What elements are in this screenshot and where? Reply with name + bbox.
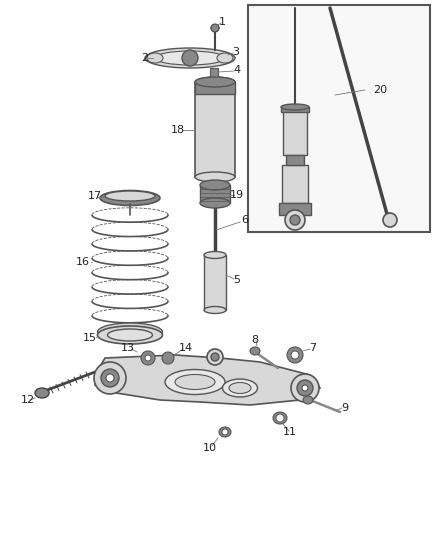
Circle shape — [302, 385, 308, 391]
Ellipse shape — [98, 323, 162, 341]
Bar — [195, 82, 235, 94]
Ellipse shape — [105, 191, 155, 201]
Text: 11: 11 — [283, 427, 297, 437]
Ellipse shape — [219, 427, 231, 437]
Ellipse shape — [155, 51, 225, 65]
Circle shape — [182, 50, 198, 66]
Text: 1: 1 — [219, 17, 226, 27]
Ellipse shape — [200, 198, 230, 208]
Bar — [195, 82, 235, 177]
Bar — [282, 165, 308, 203]
Bar — [286, 155, 304, 165]
Circle shape — [207, 349, 223, 365]
Text: 2: 2 — [141, 53, 148, 63]
Ellipse shape — [195, 172, 235, 182]
Circle shape — [211, 24, 219, 32]
Text: 15: 15 — [83, 333, 97, 343]
Bar — [279, 203, 311, 215]
Bar — [200, 185, 230, 203]
Bar — [204, 255, 226, 310]
Ellipse shape — [195, 77, 235, 87]
Ellipse shape — [223, 379, 258, 397]
Circle shape — [285, 210, 305, 230]
Circle shape — [211, 353, 219, 361]
Bar — [283, 110, 307, 155]
Ellipse shape — [195, 77, 235, 87]
Circle shape — [383, 213, 397, 227]
Circle shape — [291, 374, 319, 402]
Text: 17: 17 — [88, 191, 102, 201]
Circle shape — [222, 429, 228, 435]
Ellipse shape — [165, 369, 225, 394]
Circle shape — [276, 414, 284, 422]
Bar — [281, 107, 309, 112]
Bar — [210, 68, 218, 82]
Ellipse shape — [204, 306, 226, 313]
Circle shape — [291, 351, 299, 359]
Text: 16: 16 — [76, 257, 90, 267]
Ellipse shape — [211, 26, 219, 30]
Text: 14: 14 — [179, 343, 193, 353]
Ellipse shape — [250, 347, 260, 355]
Ellipse shape — [98, 326, 162, 344]
Ellipse shape — [273, 412, 287, 424]
Circle shape — [297, 380, 313, 396]
Ellipse shape — [35, 388, 49, 398]
Text: 10: 10 — [203, 443, 217, 453]
Ellipse shape — [200, 180, 230, 190]
Text: 5: 5 — [233, 275, 240, 285]
Ellipse shape — [175, 375, 215, 390]
Circle shape — [145, 355, 151, 361]
Ellipse shape — [204, 252, 226, 259]
Circle shape — [162, 352, 174, 364]
Text: 8: 8 — [251, 335, 258, 345]
Circle shape — [141, 351, 155, 365]
Text: 20: 20 — [373, 85, 387, 95]
Circle shape — [94, 362, 126, 394]
Circle shape — [287, 347, 303, 363]
Ellipse shape — [229, 383, 251, 393]
Bar — [248, 5, 430, 232]
Text: 7: 7 — [309, 343, 317, 353]
Ellipse shape — [107, 329, 152, 341]
Text: 12: 12 — [21, 395, 35, 405]
Ellipse shape — [145, 48, 235, 68]
Ellipse shape — [281, 104, 309, 110]
Circle shape — [101, 369, 119, 387]
Text: 4: 4 — [233, 65, 240, 75]
Text: 9: 9 — [342, 403, 349, 413]
Text: 3: 3 — [233, 47, 240, 57]
Text: 13: 13 — [121, 343, 135, 353]
Text: 6: 6 — [241, 215, 248, 225]
Circle shape — [290, 215, 300, 225]
Circle shape — [106, 374, 114, 382]
Ellipse shape — [303, 396, 313, 404]
Text: 18: 18 — [171, 125, 185, 135]
Ellipse shape — [147, 53, 163, 63]
Polygon shape — [95, 355, 320, 405]
Ellipse shape — [217, 53, 233, 63]
Ellipse shape — [100, 190, 160, 206]
Text: 19: 19 — [230, 190, 244, 200]
